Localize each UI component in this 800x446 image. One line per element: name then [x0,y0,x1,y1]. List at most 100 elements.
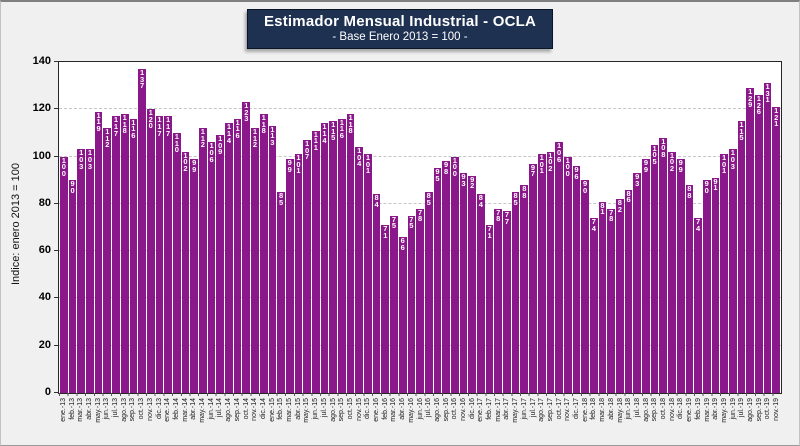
bar: 1 3 1 [763,82,772,393]
x-axis-label: jul.-15 [320,398,328,418]
bar-value-label: 7 1 [487,224,492,240]
y-tick-label: 40 [38,291,51,304]
bar: 9 0 [581,180,589,393]
x-axis-label: sep.-15 [338,398,346,422]
x-axis-label: oct.-18 [660,398,668,420]
x-axis-label: ene.-17 [477,398,485,422]
x-axis-label: feb.-14 [172,398,180,420]
bar-value-label: 1 0 3 [87,148,92,171]
bar-value-label: 1 2 6 [756,94,761,117]
x-axis-label: jul.-19 [738,398,746,418]
bar-value-label: 1 0 0 [61,155,66,178]
x-axis-label: ene.-18 [581,398,589,422]
bar-value-label: 1 1 2 [105,127,110,150]
bar-value-label: 8 5 [278,191,284,207]
y-tick-label: 20 [38,338,51,351]
x-axis-label: mar.-17 [494,398,502,422]
bar-value-label: 9 8 [444,160,449,176]
bar: 1 1 7 [164,116,172,393]
x-axis-label: nov.-15 [355,398,363,421]
x-axis-label: may.-15 [303,398,311,423]
bar-value-label: 9 9 [287,157,292,174]
bar: 1 0 1 [294,153,303,393]
x-axis-label: mar.-16 [390,398,398,422]
x-axis-label: mar.-18 [599,398,607,422]
bar-value-label: 1 2 9 [748,87,753,110]
bar: 1 1 8 [120,114,129,393]
x-axis-label: nov.-13 [146,398,154,421]
x-axis-label: jun.-14 [207,398,215,420]
bar-value-label: 9 5 [435,167,440,183]
chart-subtitle: - Base Enero 2013 = 100 - [332,31,468,43]
bar: 6 6 [398,235,407,393]
bar-value-label: 1 0 4 [357,146,362,169]
bar: 7 5 [390,215,398,393]
bar-value-label: 1 3 1 [765,82,770,105]
bar: 7 7 [503,211,511,393]
x-axis-label: jun.-13 [103,398,111,420]
bar: 1 0 3 [728,149,737,393]
x-axis-label: oct.-16 [451,398,459,420]
bar: 1 0 4 [355,146,364,393]
x-axis-label: jun.-16 [416,398,424,420]
x-axis-label: ene.-13 [59,398,67,422]
bar-value-label: 1 1 1 [313,129,318,152]
bar: 1 1 2 [103,127,112,393]
bar: 1 0 1 [537,154,546,393]
bar-value-label: 9 0 [70,179,75,195]
x-axis-label: ago.-14 [225,398,233,422]
bar-value-label: 1 1 7 [166,115,171,138]
bar: 1 0 3 [77,149,86,393]
bar: 9 2 [468,175,476,393]
bar-value-label: 1 0 6 [556,141,562,164]
x-axis-label: feb.-19 [694,398,702,420]
bar-value-label: 7 7 [504,209,509,226]
bar-value-label: 8 4 [374,193,379,209]
x-axis-label: mar.-15 [286,398,294,422]
bar-value-label: 1 0 1 [365,153,370,176]
bar: 8 6 [624,189,633,393]
bar: 1 1 8 [346,113,355,393]
y-tick-mark [54,202,58,204]
bar-value-label: 1 1 7 [113,115,119,138]
x-axis-label: sep.-16 [442,398,450,422]
x-axis-label: mar.-14 [181,398,189,422]
bar-value-label: 7 4 [695,217,701,233]
bar-value-label: 6 6 [400,235,405,252]
x-axis-label: jul.-18 [633,398,641,418]
bar: 1 0 2 [546,152,555,393]
x-axis-label: sep.-17 [546,398,554,422]
x-axis-label: may.-13 [94,398,102,423]
bar-value-label: 1 0 2 [183,150,188,174]
bar: 1 0 2 [181,150,190,393]
x-axis-label: jul.-16 [425,398,433,418]
bar-value-label: 1 2 3 [244,101,249,124]
bar-value-label: 1 0 7 [305,139,310,162]
y-tick-label: 0 [44,386,51,398]
x-axis-label: may.-18 [616,398,624,423]
bar: 1 0 6 [207,141,216,393]
x-axis-label: nov.-19 [773,398,781,421]
x-axis-label: jul.-14 [216,398,224,418]
bar-value-label: 1 0 1 [296,153,301,176]
x-axis-label: jun.-18 [625,398,633,420]
x-axis-label: ene.-19 [686,398,694,422]
bar: 1 1 7 [155,116,164,393]
bar-value-label: 1 1 8 [348,113,353,136]
bar: 1 2 9 [746,88,754,393]
bar-value-label: 1 0 6 [209,141,214,164]
x-axis-label: oct.-19 [764,398,772,420]
bar: 1 1 3 [268,124,277,393]
bar: 7 1 [381,225,390,393]
bar-value-label: 1 0 2 [669,150,675,174]
bar: 8 1 [598,201,607,393]
bar-value-label: 1 1 3 [270,124,275,148]
y-tick-mark [54,108,58,110]
bar-value-label: 7 4 [591,217,596,233]
bar-value-label: 8 5 [513,191,518,207]
bar: 8 4 [477,194,485,393]
x-axis-label: abr.-19 [712,398,720,420]
bar-value-label: 9 9 [192,157,197,174]
